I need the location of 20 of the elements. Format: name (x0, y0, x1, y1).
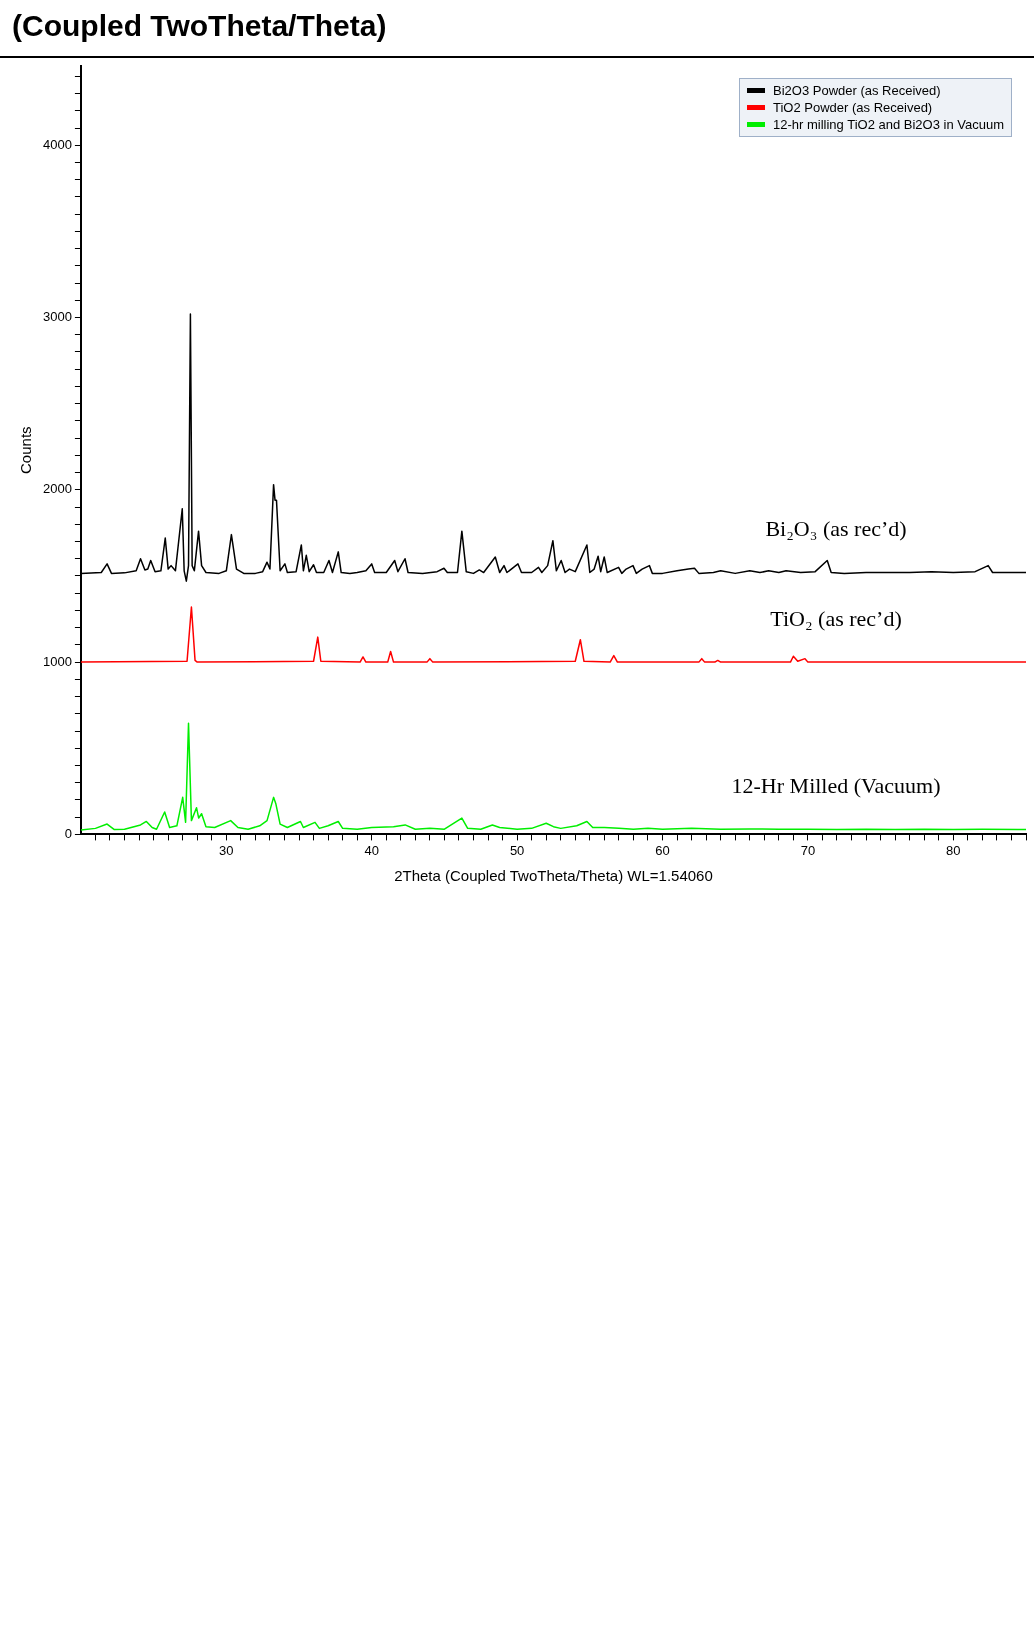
y-tick-label: 3000 (43, 309, 72, 325)
annotation: Bi₂O₃ (as rec’d) (765, 516, 907, 542)
chart-title: (Coupled TwoTheta/Theta) (12, 9, 387, 43)
legend-label: 12-hr milling TiO2 and Bi2O3 in Vacuum (773, 117, 1004, 132)
legend-label: Bi2O3 Powder (as Received) (773, 83, 941, 98)
y-tick-label: 1000 (43, 653, 72, 669)
y-tick-label: 4000 (43, 136, 72, 152)
y-tick-label: 2000 (43, 481, 72, 497)
x-tick-label: 70 (800, 842, 816, 858)
x-tick-label: 50 (509, 842, 525, 858)
x-tick-label: 60 (655, 842, 670, 858)
x-tick-label: 40 (364, 842, 379, 858)
x-axis-title: 2Theta (Coupled TwoTheta/Theta) WL=1.54060 (394, 867, 713, 885)
y-axis-title: Counts (17, 426, 35, 474)
y-tick-label: 0 (64, 825, 72, 841)
x-tick-label: 30 (219, 842, 234, 858)
annotation: 12-Hr Milled (Vacuum) (731, 773, 941, 799)
x-tick-label: 80 (946, 842, 961, 858)
legend-label: TiO2 Powder (as Received) (773, 100, 933, 115)
annotation: TiO₂ (as rec’d) (770, 605, 902, 631)
